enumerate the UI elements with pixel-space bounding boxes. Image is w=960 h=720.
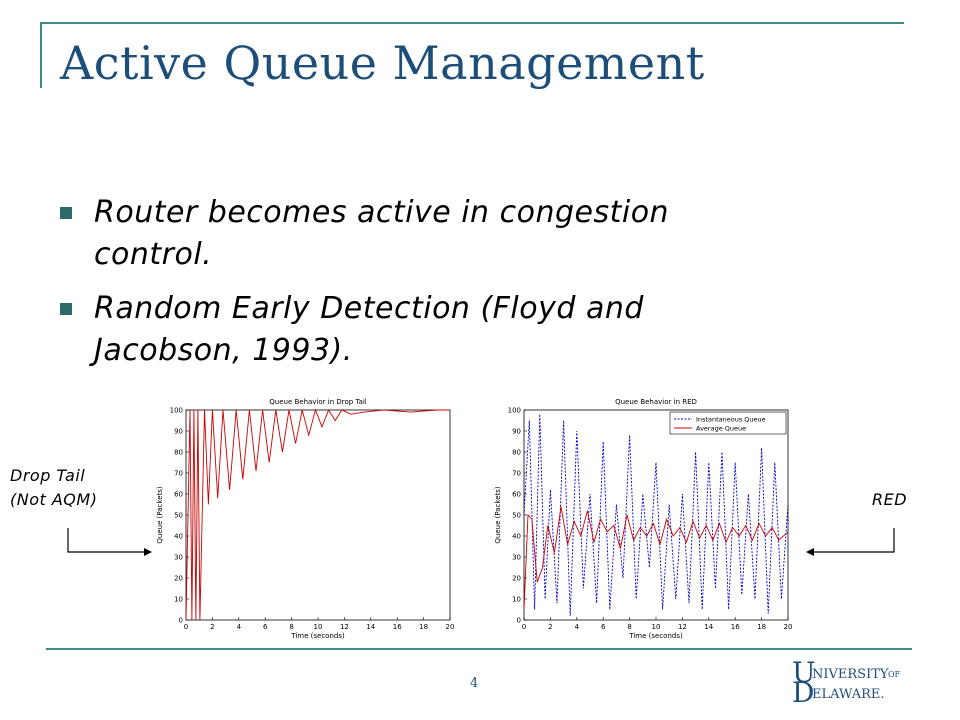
y-tick-label: 70 — [174, 470, 183, 478]
bullet-item: Random Early Detection (Floyd and Jacobs… — [60, 288, 820, 372]
x-tick-label: 8 — [289, 623, 293, 631]
drop-tail-label: Drop Tail (Not AQM) — [10, 464, 97, 512]
y-tick-label: 70 — [512, 470, 521, 478]
bullet-list: Router becomes active in congestion cont… — [60, 192, 820, 384]
y-tick-label: 20 — [174, 575, 183, 583]
x-tick-label: 0 — [522, 623, 526, 631]
y-tick-label: 40 — [174, 533, 183, 541]
red-arrow — [806, 528, 895, 556]
bullet-square-icon — [60, 303, 72, 315]
y-axis-label: Queue (Packets) — [494, 486, 502, 543]
drop-tail-arrow — [67, 528, 152, 556]
x-tick-label: 10 — [314, 623, 323, 631]
drop-tail-label-line1: Drop Tail — [10, 466, 86, 485]
svg-text:U: U — [792, 658, 816, 689]
svg-text:ELAWARE.: ELAWARE. — [812, 687, 885, 702]
bullet-text-line2: control. — [94, 237, 213, 272]
x-axis-label: Time (seconds) — [628, 632, 683, 640]
bullet-square-icon — [60, 207, 72, 219]
red-label: RED — [872, 490, 908, 509]
x-tick-label: 16 — [731, 623, 740, 631]
y-tick-label: 20 — [512, 575, 521, 583]
x-tick-label: 12 — [340, 623, 349, 631]
x-tick-label: 20 — [784, 623, 793, 631]
x-tick-label: 8 — [627, 623, 631, 631]
plot-area — [523, 409, 789, 621]
svg-text:D: D — [792, 676, 814, 704]
bullet-text-line1: Router becomes active in congestion — [94, 195, 670, 230]
svg-text:NIVERSITY: NIVERSITY — [812, 667, 889, 682]
x-tick-label: 18 — [419, 623, 428, 631]
x-tick-label: 4 — [237, 623, 242, 631]
y-tick-label: 100 — [170, 407, 183, 415]
x-tick-label: 4 — [575, 623, 580, 631]
x-tick-label: 18 — [757, 623, 766, 631]
y-tick-label: 50 — [174, 512, 183, 520]
x-axis-label: Time (seconds) — [290, 632, 345, 640]
chart-title: Queue Behavior in Drop Tail — [269, 398, 367, 406]
frame-bottom-line — [46, 648, 912, 650]
x-tick-label: 6 — [263, 623, 268, 631]
x-tick-label: 12 — [678, 623, 687, 631]
y-tick-label: 40 — [512, 533, 521, 541]
y-tick-label: 60 — [174, 491, 183, 499]
series-line-2 — [523, 506, 789, 610]
drop-tail-label-line2: (Not AQM) — [10, 490, 98, 509]
frame-top-line — [40, 22, 904, 24]
bullet-text-line2: Jacobson, 1993). — [94, 333, 353, 368]
chart-title: Queue Behavior in RED — [615, 398, 697, 406]
y-tick-label: 100 — [508, 407, 521, 415]
plot-area — [185, 409, 451, 621]
y-tick-label: 10 — [174, 596, 183, 604]
y-tick-label: 50 — [512, 512, 521, 520]
y-axis-label: Queue (Packets) — [156, 486, 164, 543]
frame-left-line — [40, 22, 42, 88]
series-line-1 — [185, 408, 450, 621]
slide-title: Active Queue Management — [60, 36, 705, 90]
drop-tail-plot: Queue Behavior in Drop Tail 0 2 4 6 8 10 12 14 16… — [156, 398, 455, 640]
y-tick-label: 30 — [512, 554, 521, 562]
y-tick-label: 60 — [512, 491, 521, 499]
y-tick-label: 10 — [512, 596, 521, 604]
y-tick-label: 0 — [179, 617, 183, 625]
y-tick-label: 80 — [512, 449, 521, 457]
red-plot: Queue Behavior in RED 0 2 4 6 8 10 12 14 16 18 20 0 1… — [494, 398, 793, 640]
bullet-item: Router becomes active in congestion cont… — [60, 192, 820, 276]
x-tick-label: 6 — [601, 623, 606, 631]
x-tick-label: 0 — [184, 623, 188, 631]
y-tick-label: 80 — [174, 449, 183, 457]
page-number: 4 — [470, 676, 479, 691]
x-tick-label: 16 — [393, 623, 402, 631]
x-tick-label: 2 — [210, 623, 214, 631]
x-tick-label: 14 — [704, 623, 713, 631]
x-tick-label: 14 — [366, 623, 375, 631]
y-tick-label: 0 — [517, 617, 521, 625]
svg-text:OF: OF — [888, 670, 901, 679]
legend-label: Average Queue — [696, 425, 746, 433]
legend-label: Instantaneous Queue — [696, 416, 766, 424]
y-tick-label: 30 — [174, 554, 183, 562]
legend-box — [669, 411, 787, 435]
y-tick-label: 90 — [512, 428, 521, 436]
x-tick-label: 2 — [548, 623, 552, 631]
x-tick-label: 10 — [652, 623, 661, 631]
bullet-text-line1: Random Early Detection (Floyd and — [94, 291, 644, 326]
x-tick-label: 20 — [446, 623, 455, 631]
university-of-delaware-logo: U D NIVERSITY OF ELAWARE. — [792, 658, 901, 704]
y-tick-label: 90 — [174, 428, 183, 436]
